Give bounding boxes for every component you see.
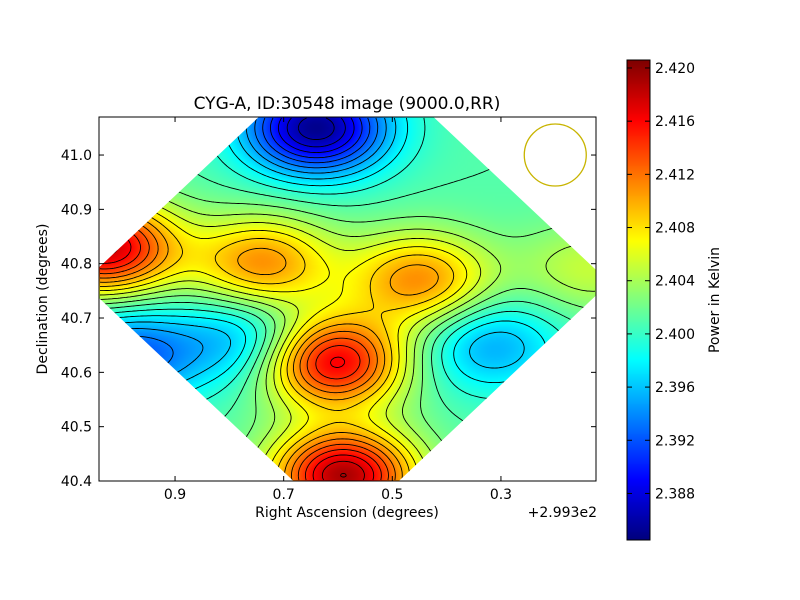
chart-title: CYG-A, ID:30548 image (9000.0,RR) bbox=[194, 94, 501, 114]
beam-marker bbox=[523, 123, 587, 187]
y-tick-label: 40.5 bbox=[61, 420, 92, 436]
colorbar-tick-label: 2.388 bbox=[655, 486, 695, 502]
x-tick-label: 0.7 bbox=[273, 487, 295, 503]
colorbar-tick-label: 2.416 bbox=[655, 114, 695, 130]
x-axis-label: Right Ascension (degrees) bbox=[255, 505, 439, 521]
x-axis-offset: +2.993e2 bbox=[528, 505, 597, 521]
colorbar-tick-label: 2.392 bbox=[655, 433, 695, 449]
colorbar-tick-label: 2.420 bbox=[655, 61, 695, 77]
colorbar-tick-label: 2.404 bbox=[655, 274, 695, 290]
x-tick-label: 0.5 bbox=[381, 487, 403, 503]
y-tick-label: 40.4 bbox=[61, 474, 92, 490]
colorbar bbox=[627, 60, 650, 540]
colorbar-label: Power in Kelvin bbox=[707, 247, 723, 353]
colorbar-tick-label: 2.396 bbox=[655, 380, 695, 396]
y-tick-label: 40.8 bbox=[61, 257, 92, 273]
y-axis-ticks: 40.4 40.5 40.6 40.7 40.8 40.9 41.0 bbox=[61, 148, 596, 490]
colorbar-frame bbox=[626, 59, 651, 541]
x-tick-label: 0.3 bbox=[490, 487, 512, 503]
y-tick-label: 40.7 bbox=[61, 311, 92, 327]
colorbar-tick-label: 2.400 bbox=[655, 327, 695, 343]
colorbar-tick-label: 2.412 bbox=[655, 167, 695, 183]
colorbar-tick-label: 2.408 bbox=[655, 221, 695, 237]
y-axis-label: Declination (degrees) bbox=[35, 224, 51, 375]
x-tick-label: 0.9 bbox=[164, 487, 186, 503]
x-axis-ticks: 0.9 0.7 0.5 0.3 bbox=[164, 117, 512, 503]
heatmap-image bbox=[99, 117, 596, 481]
y-tick-label: 40.6 bbox=[61, 365, 92, 381]
y-tick-label: 40.9 bbox=[61, 202, 92, 218]
y-tick-label: 41.0 bbox=[61, 148, 92, 164]
plot-frame bbox=[98, 116, 597, 482]
colorbar-ticks: 2.388 2.392 2.396 2.400 2.404 2.408 2.412 2.416… bbox=[627, 61, 695, 502]
